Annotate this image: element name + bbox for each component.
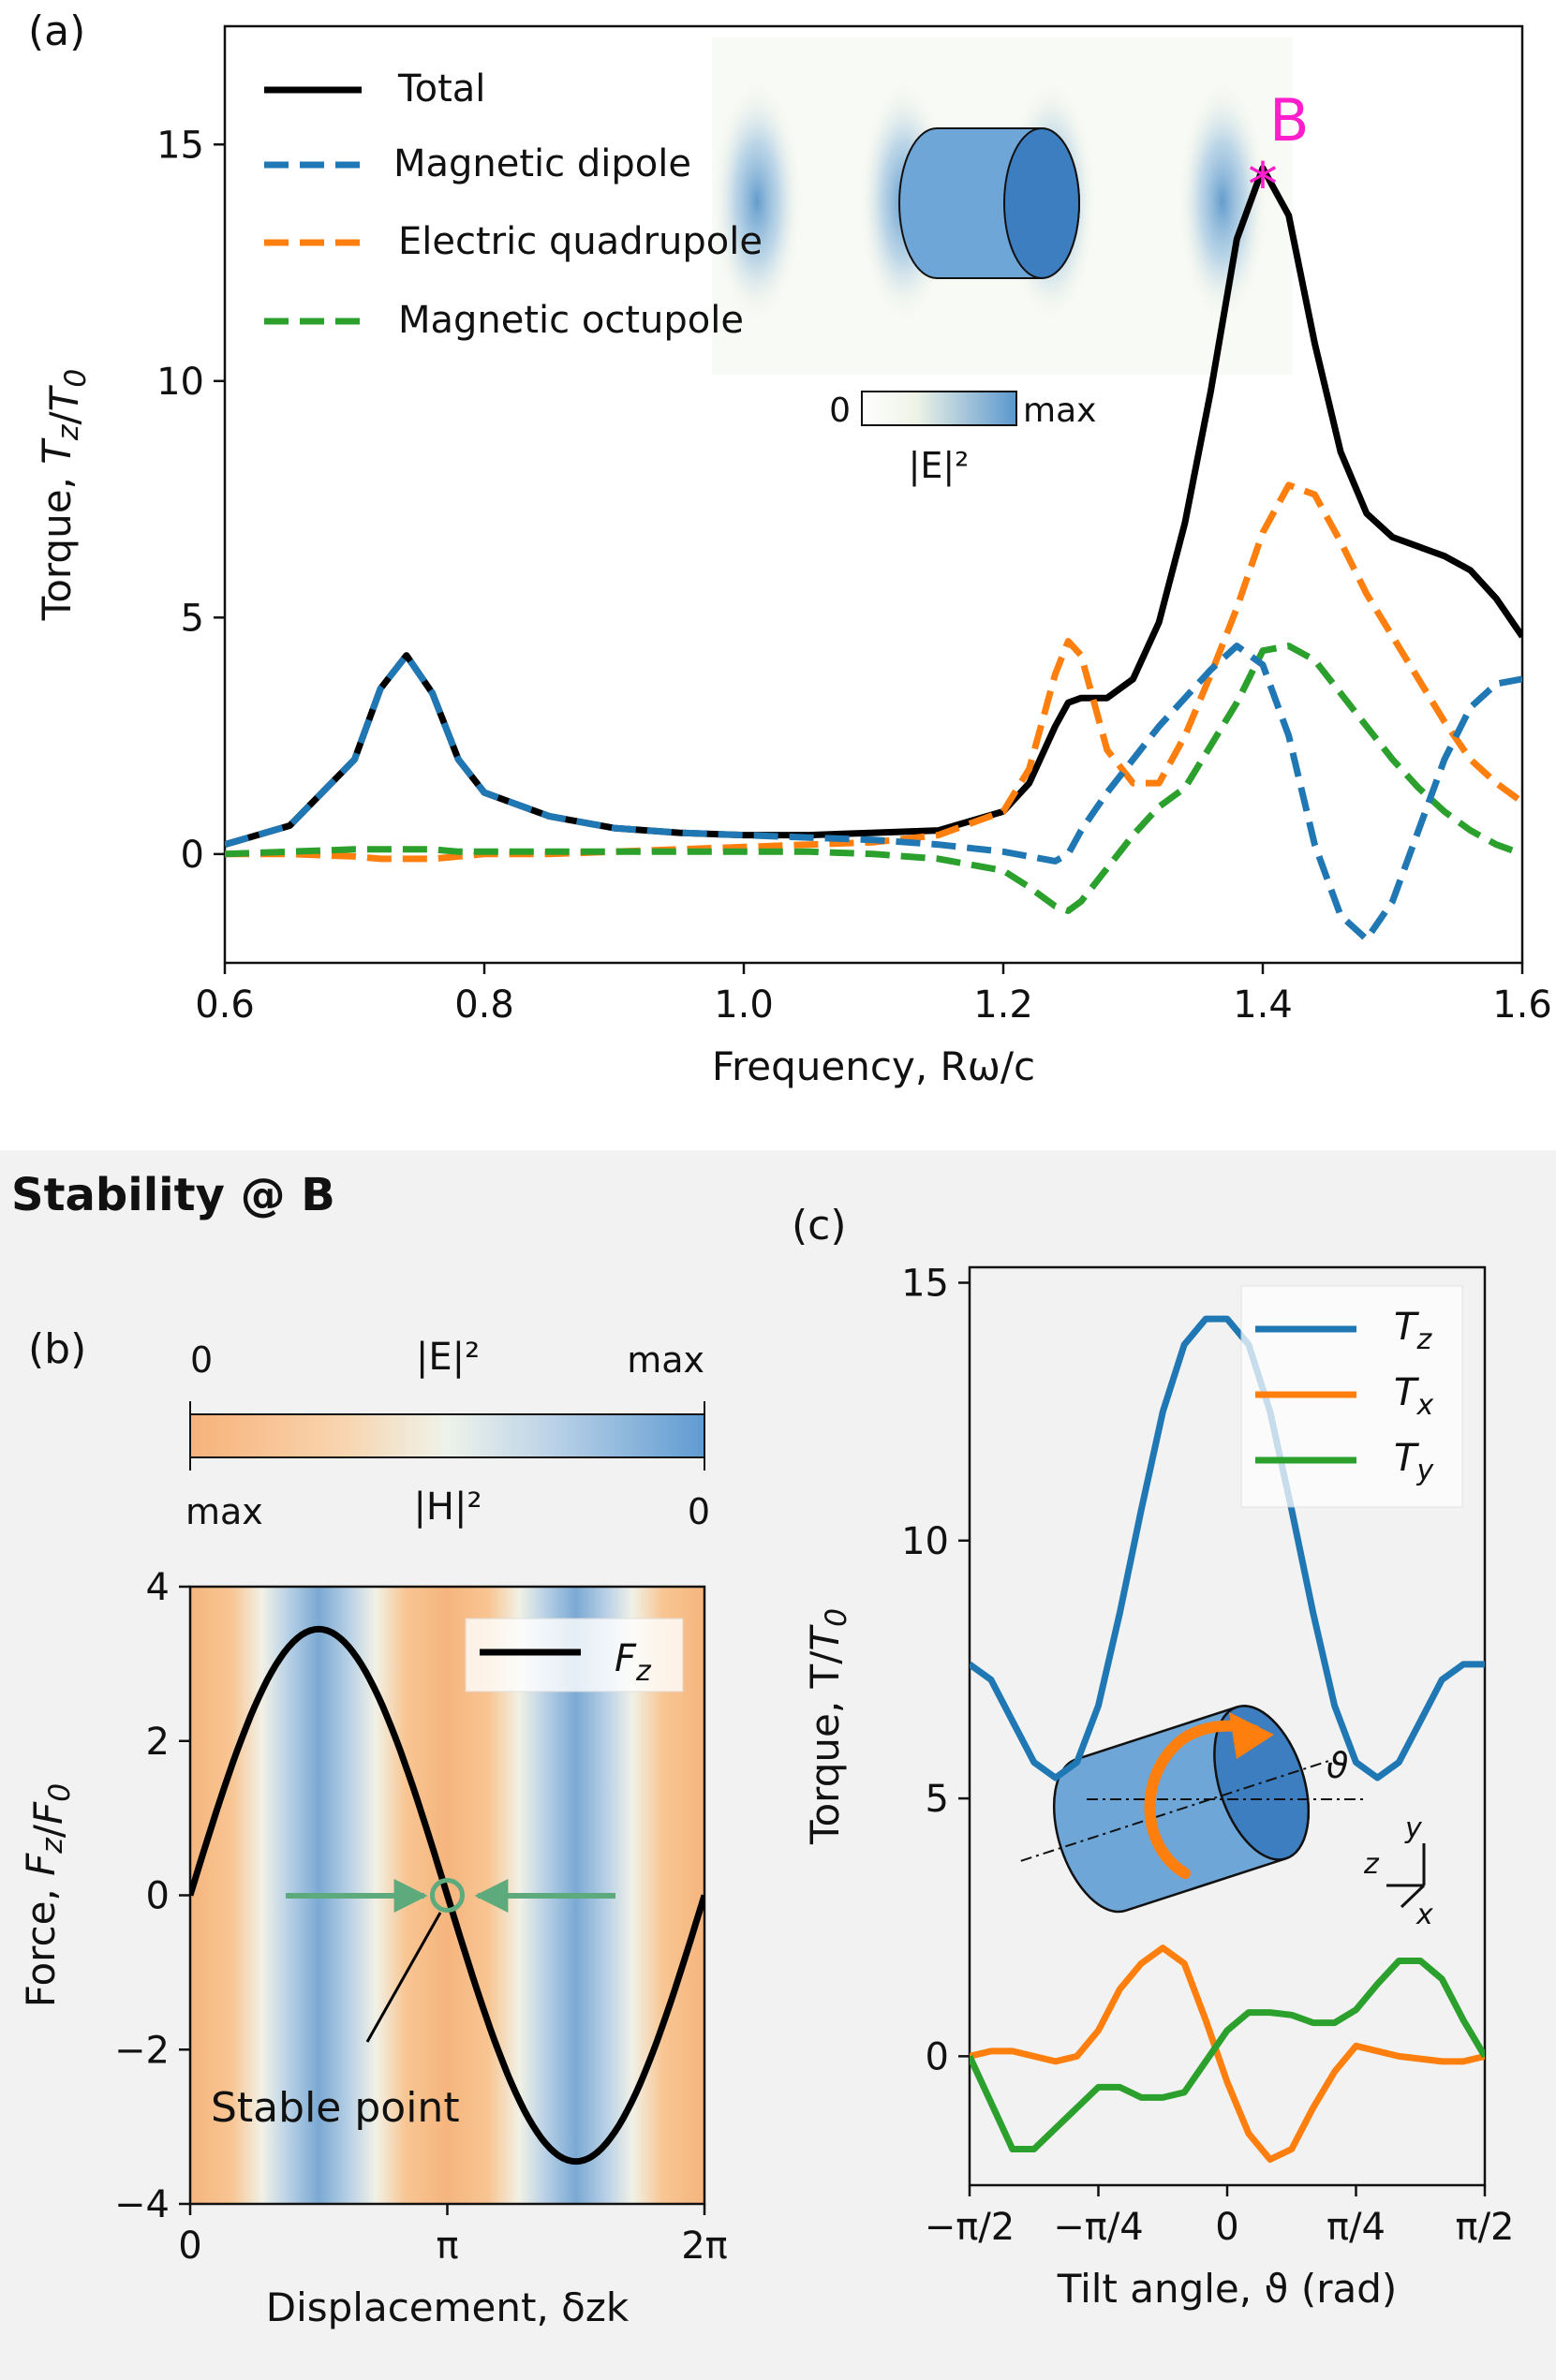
panel-a-axes: 0.6 0.8 1.0 1.2 1.4 1.6 0 5 10 15 Frequency, Rω/c T… bbox=[34, 24, 1552, 1089]
x-tick-label: 1.4 bbox=[1233, 983, 1293, 1027]
y-tick-label: 4 bbox=[146, 1566, 170, 1609]
inset-axis-z: z bbox=[1363, 1848, 1380, 1881]
series-line-magnetic-dipole bbox=[225, 643, 1522, 943]
panel-b: Stability @ B (b) 0 |E|² max max |H|² 0 … bbox=[11, 1169, 728, 2330]
tilted-cylinder-icon: ϑ y z x bbox=[1020, 1705, 1433, 1931]
x-tick-label: 0.6 bbox=[195, 983, 255, 1027]
cylinder-icon bbox=[898, 127, 1080, 279]
stable-point-marker: Stable point bbox=[211, 1878, 615, 2132]
series-line-t-y bbox=[970, 1958, 1485, 2152]
y-axis-label: Force, Fz/F0 bbox=[18, 1783, 77, 2007]
stable-point-circle bbox=[430, 1878, 465, 1913]
x-tick-label: π/2 bbox=[1455, 2206, 1514, 2249]
legend-fz: Fz bbox=[615, 1637, 652, 1688]
y-tick-label: 15 bbox=[156, 124, 204, 167]
x-axis-label: Displacement, δzk bbox=[266, 2284, 630, 2330]
y-tick-label: 10 bbox=[901, 1520, 949, 1563]
inset-axis-x: x bbox=[1415, 1899, 1433, 1931]
series-line-t-z bbox=[970, 1315, 1485, 1781]
y-tick-label: 2 bbox=[146, 1721, 170, 1764]
cbar-bottom-left: max bbox=[185, 1491, 263, 1532]
colorbar-max-label: max bbox=[1023, 392, 1096, 430]
panel-a-legend: Total Magnetic dipole Electric quadrupol… bbox=[264, 67, 763, 342]
panel-c-legend: Tz Tx Ty bbox=[1240, 1285, 1463, 1508]
cbar-bottom-right: 0 bbox=[688, 1491, 710, 1532]
cbar-bottom-mid: |H|² bbox=[413, 1486, 482, 1529]
x-tick-label: 0.8 bbox=[454, 983, 514, 1027]
y-tick-label: 5 bbox=[926, 1778, 949, 1821]
panel-c-lines bbox=[970, 1315, 1485, 2163]
legend-magnetic-dipole: Magnetic dipole bbox=[393, 142, 691, 185]
panel-a: (a) 0 max |E|² 0.6 0.8 1.0 1.2 1.4 1.6 0 5 10 15 F… bbox=[28, 7, 1552, 1089]
cbar-top-mid: |E|² bbox=[416, 1336, 480, 1379]
cbar-top-right: max bbox=[627, 1339, 704, 1381]
panel-b-lines bbox=[190, 1625, 704, 2166]
panel-b-colorbar: 0 |E|² max max |H|² 0 bbox=[185, 1336, 710, 1532]
x-tick-label: −π/4 bbox=[1053, 2206, 1144, 2249]
inset-axis-y: y bbox=[1404, 1812, 1423, 1845]
inset-angle-label: ϑ bbox=[1326, 1745, 1349, 1786]
x-tick-label: π bbox=[436, 2225, 458, 2268]
y-axis-label: Torque, Tz/T0 bbox=[34, 369, 93, 622]
legend-tz: Tz bbox=[1394, 1306, 1432, 1356]
x-tick-label: 1.2 bbox=[973, 983, 1033, 1027]
legend-electric-quadrupole: Electric quadrupole bbox=[398, 220, 763, 263]
y-axis-label: Torque, T/T0 bbox=[802, 1608, 853, 1845]
x-tick-label: 0 bbox=[1215, 2206, 1238, 2249]
panel-a-label: (a) bbox=[28, 7, 85, 55]
annotation-leader-line bbox=[365, 1912, 442, 2043]
y-tick-label: −4 bbox=[114, 2183, 170, 2226]
panel-c: (c) −π/2 −π/4 0 π/4 π/2 0 5 10 15 Tilt angle, ϑ (… bbox=[792, 1202, 1515, 2312]
section-title: Stability @ B bbox=[11, 1169, 335, 1221]
x-tick-label: 1.6 bbox=[1492, 983, 1552, 1027]
colorbar-quantity-label: |E|² bbox=[909, 445, 970, 487]
panel-a-lines bbox=[225, 165, 1522, 943]
panel-b-legend: Fz bbox=[465, 1618, 684, 1693]
y-tick-label: 0 bbox=[181, 834, 204, 877]
stable-point-label: Stable point bbox=[211, 2084, 460, 2132]
y-tick-label: 5 bbox=[181, 597, 204, 640]
marker-b-star: * bbox=[1248, 152, 1278, 221]
y-tick-label: −2 bbox=[114, 2029, 170, 2072]
series-line-t-x bbox=[970, 1944, 1485, 2163]
x-tick-label: 1.0 bbox=[714, 983, 774, 1027]
series-line-electric-quadrupole bbox=[225, 481, 1522, 863]
y-tick-label: 0 bbox=[146, 1875, 170, 1918]
x-tick-label: π/4 bbox=[1326, 2206, 1386, 2249]
y-tick-label: 10 bbox=[156, 361, 204, 404]
x-tick-label: −π/2 bbox=[925, 2206, 1015, 2249]
panel-c-axes: −π/2 −π/4 0 π/4 π/2 0 5 10 15 Tilt angle, ϑ (rad)… bbox=[802, 1263, 1515, 2312]
x-axis-label: Tilt angle, ϑ (rad) bbox=[1057, 2266, 1398, 2312]
panel-b-axes: 0 π 2π −4 −2 0 2 4 Displacement, δzk Force, Fz/F0 bbox=[18, 1566, 728, 2330]
panel-a-colorbar: 0 max |E|² bbox=[829, 391, 1096, 487]
x-tick-label: 2π bbox=[681, 2225, 728, 2268]
series-line-f-z bbox=[190, 1625, 704, 2166]
colorbar-min-label: 0 bbox=[829, 392, 851, 430]
x-axis-label: Frequency, Rω/c bbox=[712, 1043, 1035, 1089]
legend-magnetic-octupole: Magnetic octupole bbox=[398, 299, 744, 342]
legend-total: Total bbox=[397, 67, 485, 111]
axes-frame bbox=[223, 24, 1524, 965]
y-tick-label: 15 bbox=[901, 1263, 949, 1306]
cbar-top-left: 0 bbox=[190, 1339, 213, 1381]
x-tick-label: 0 bbox=[178, 2225, 201, 2268]
panel-c-label: (c) bbox=[792, 1202, 847, 1249]
cbar-gradient bbox=[189, 1413, 705, 1458]
series-line-magnetic-octupole bbox=[225, 643, 1522, 914]
y-tick-label: 0 bbox=[926, 2035, 949, 2078]
panel-b-label: (b) bbox=[28, 1325, 86, 1373]
marker-b-label: B bbox=[1269, 86, 1310, 155]
